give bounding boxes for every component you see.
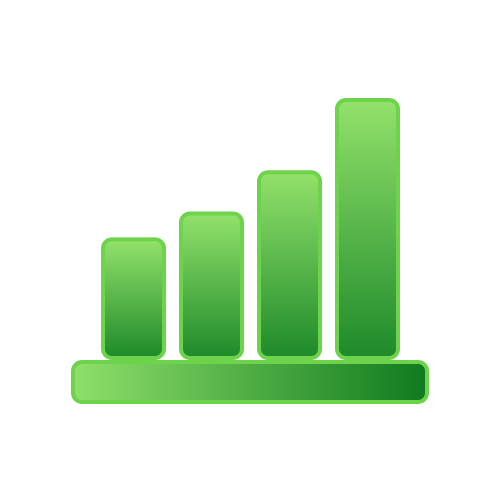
chart-baseline-bar: [73, 362, 427, 402]
chart-bar-4: [337, 100, 398, 358]
chart-bar-3: [259, 172, 320, 358]
chart-bar-1: [103, 239, 164, 358]
chart-bar-2: [181, 214, 242, 358]
